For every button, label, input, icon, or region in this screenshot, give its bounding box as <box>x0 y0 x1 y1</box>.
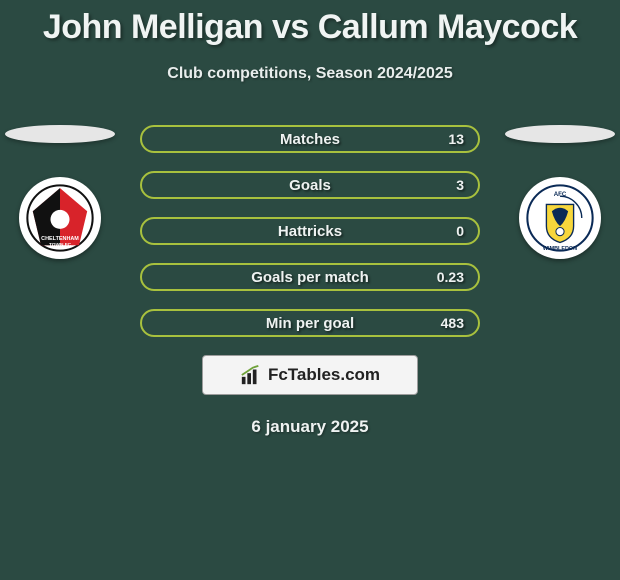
subtitle: Club competitions, Season 2024/2025 <box>0 65 620 83</box>
stat-row: Goals per match 0.23 <box>140 263 480 291</box>
stat-value-right: 483 <box>441 315 464 331</box>
stat-value-right: 0 <box>456 223 464 239</box>
stat-label: Goals <box>289 177 331 194</box>
comparison-area: CHELTENHAM TOWN FC AFC WIMBLEDON Matches… <box>0 125 620 437</box>
site-logo-text: FcTables.com <box>268 365 380 385</box>
stat-value-right: 13 <box>448 131 464 147</box>
stat-value-right: 3 <box>456 177 464 193</box>
bar-chart-icon <box>240 364 262 386</box>
stat-row: Goals 3 <box>140 171 480 199</box>
wimbledon-badge-icon: AFC WIMBLEDON <box>526 184 594 252</box>
stat-label: Min per goal <box>266 315 354 332</box>
svg-text:AFC: AFC <box>554 191 567 198</box>
svg-text:TOWN FC: TOWN FC <box>49 242 72 248</box>
stat-row: Hattricks 0 <box>140 217 480 245</box>
stat-label: Hattricks <box>278 223 342 240</box>
svg-text:WIMBLEDON: WIMBLEDON <box>543 246 577 252</box>
club-badge-right: AFC WIMBLEDON <box>519 177 601 259</box>
stat-rows: Matches 13 Goals 3 Hattricks 0 Goals per… <box>140 125 480 337</box>
cheltenham-badge-icon: CHELTENHAM TOWN FC <box>26 184 94 252</box>
stat-row: Min per goal 483 <box>140 309 480 337</box>
club-badge-left: CHELTENHAM TOWN FC <box>19 177 101 259</box>
svg-text:CHELTENHAM: CHELTENHAM <box>41 236 79 242</box>
stat-row: Matches 13 <box>140 125 480 153</box>
player-marker-left <box>5 125 115 143</box>
player-marker-right <box>505 125 615 143</box>
stat-label: Matches <box>280 131 340 148</box>
site-logo[interactable]: FcTables.com <box>202 355 418 395</box>
stat-value-right: 0.23 <box>437 269 464 285</box>
page-title: John Melligan vs Callum Maycock <box>0 0 620 47</box>
stat-label: Goals per match <box>251 269 369 286</box>
date-text: 6 january 2025 <box>0 417 620 437</box>
